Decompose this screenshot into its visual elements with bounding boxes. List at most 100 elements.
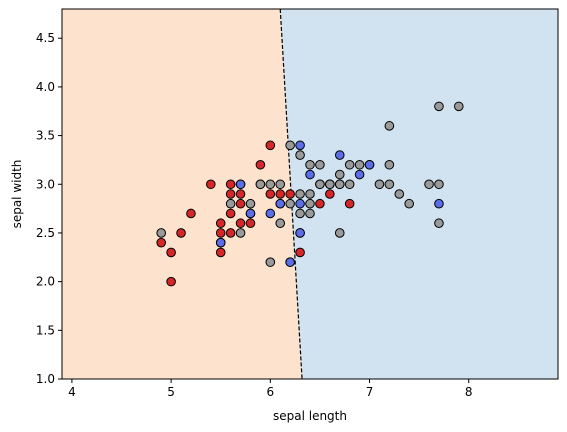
data-point-gray <box>315 179 325 190</box>
data-point-gray <box>344 159 355 170</box>
data-point-red <box>176 228 186 238</box>
data-point-gray <box>384 121 395 131</box>
data-point-gray <box>334 179 345 190</box>
data-point-gray <box>285 140 295 151</box>
data-point-blue <box>275 198 286 209</box>
data-point-blue <box>434 198 444 209</box>
data-point-red <box>265 140 276 151</box>
data-point-red <box>235 198 246 209</box>
data-point-gray <box>305 208 315 219</box>
x-tick-label: 6 <box>266 385 274 399</box>
data-point-gray <box>265 257 276 267</box>
data-point-gray <box>404 198 415 209</box>
data-point-red <box>325 189 335 199</box>
y-tick-label: 4.0 <box>36 80 55 94</box>
data-point-gray <box>305 189 315 199</box>
data-point-gray <box>325 179 335 190</box>
decision-region-left <box>62 9 303 379</box>
data-point-red <box>206 179 216 190</box>
data-point-gray <box>434 179 444 190</box>
data-point-gray <box>305 198 315 209</box>
data-point-gray <box>225 198 236 209</box>
data-point-red <box>344 198 355 209</box>
data-point-gray <box>334 169 345 180</box>
data-point-red <box>285 189 295 199</box>
data-point-blue <box>295 140 305 151</box>
decision-region-right <box>280 9 558 379</box>
data-point-gray <box>275 218 286 229</box>
data-point-gray <box>334 228 345 238</box>
y-tick-label: 1.0 <box>36 372 55 386</box>
data-point-gray <box>354 159 365 170</box>
axes: 4 5 6 7 8 1.0 1.5 2.0 2.5 3.0 3.5 4.0 4.5 <box>36 8 559 399</box>
data-point-blue <box>235 179 246 190</box>
data-point-gray <box>384 179 395 190</box>
data-point-red <box>225 228 236 238</box>
data-point-blue <box>215 237 226 248</box>
plot-frame <box>61 8 559 380</box>
x-axis-label: sepal length <box>273 409 347 423</box>
decision-boundary-line <box>279 8 303 380</box>
data-point-blue <box>285 257 295 267</box>
data-point-red <box>186 208 196 219</box>
data-point-blue <box>305 169 315 180</box>
y-tick-label: 3.5 <box>36 129 55 143</box>
data-point-gray <box>315 159 325 170</box>
data-point-red <box>215 218 226 229</box>
y-tick-label: 2.0 <box>36 275 55 289</box>
data-point-gray <box>305 159 315 170</box>
x-tick-label: 8 <box>465 385 473 399</box>
data-point-gray <box>434 101 444 112</box>
data-point-red <box>265 189 276 199</box>
data-point-red <box>275 189 286 199</box>
x-tick-label: 4 <box>68 385 76 399</box>
data-point-gray <box>295 189 305 199</box>
x-tick-label: 7 <box>366 385 374 399</box>
data-point-red <box>215 228 226 238</box>
data-point-gray <box>245 198 256 209</box>
data-point-red <box>235 189 246 199</box>
data-point-gray <box>344 179 355 190</box>
data-point-gray <box>424 179 434 190</box>
data-point-gray <box>295 150 305 160</box>
data-point-red <box>225 189 236 199</box>
data-point-blue <box>295 228 305 238</box>
data-point-gray <box>235 228 246 238</box>
data-point-gray <box>265 179 276 190</box>
data-point-red <box>225 179 236 190</box>
data-point-gray <box>454 101 464 112</box>
data-point-gray <box>374 179 385 190</box>
data-point-red <box>235 218 246 229</box>
y-tick-label: 1.5 <box>36 323 55 337</box>
data-point-blue <box>295 198 305 209</box>
data-point-red <box>245 218 256 229</box>
data-point-blue <box>364 159 375 170</box>
data-point-blue <box>354 169 365 180</box>
data-point-red <box>295 247 305 258</box>
data-point-blue <box>334 150 345 160</box>
data-point-gray <box>156 228 166 238</box>
y-tick-label: 4.5 <box>36 31 55 45</box>
data-point-gray <box>384 159 395 170</box>
data-point-red <box>215 247 226 258</box>
data-point-gray <box>255 179 266 190</box>
data-point-red <box>166 247 176 258</box>
data-point-red <box>156 237 166 248</box>
y-tick-label: 3.0 <box>36 177 55 191</box>
data-point-red <box>255 159 266 170</box>
data-point-gray <box>285 198 295 209</box>
data-point-blue <box>265 208 276 219</box>
data-point-blue <box>245 208 256 219</box>
data-point-gray <box>434 218 444 229</box>
data-point-red <box>166 276 176 287</box>
y-axis-label: sepal width <box>10 160 24 229</box>
data-point-red <box>225 208 236 219</box>
data-point-gray <box>394 189 405 199</box>
x-tick-label: 5 <box>167 385 175 399</box>
data-point-gray <box>295 208 305 219</box>
plot-area <box>62 8 558 380</box>
y-tick-label: 2.5 <box>36 226 55 240</box>
data-point-gray <box>275 179 286 190</box>
data-point-red <box>315 198 325 209</box>
